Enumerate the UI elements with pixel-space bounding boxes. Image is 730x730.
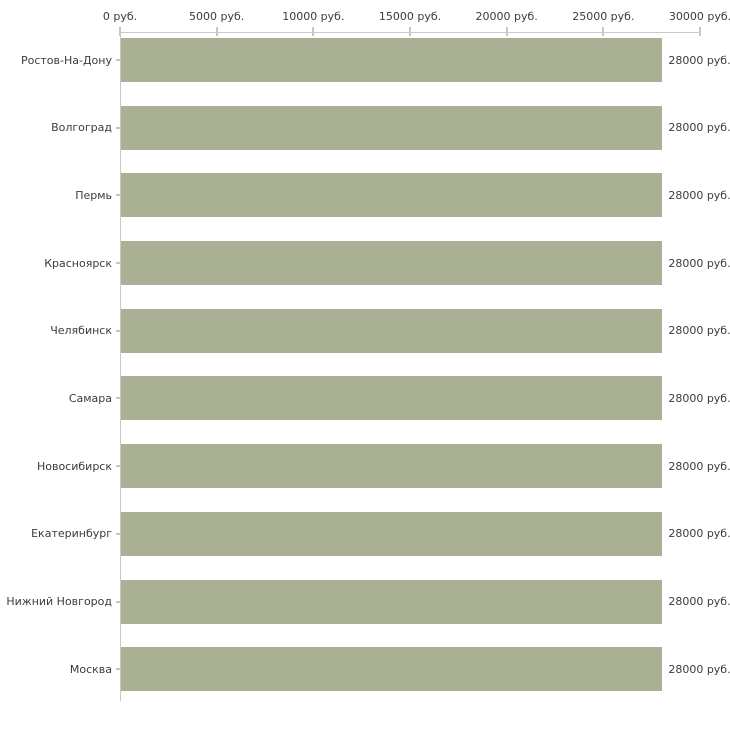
category-label: Челябинск [50, 324, 112, 338]
x-axis-tick-mark [119, 27, 121, 36]
x-axis-tick-label: 10000 руб. [282, 10, 345, 23]
bar-value-label: 28000 руб. [668, 324, 730, 338]
y-axis-line [120, 32, 121, 701]
bar-value-label: 28000 руб. [668, 53, 730, 67]
bar-value-label: 28000 руб. [668, 662, 730, 676]
bar-value-label: 28000 руб. [668, 527, 730, 541]
bar [121, 376, 663, 421]
x-axis-tick-mark [602, 27, 605, 36]
chart-row: Волгоград 28000 руб. [51, 100, 730, 168]
bar-value-label: 28000 руб. [668, 188, 730, 202]
category-label: Самара [68, 391, 112, 405]
bar [121, 647, 663, 692]
category-label: Красноярск [44, 256, 112, 270]
category-tick-mark [116, 262, 121, 265]
category-label: Нижний Новгород [6, 595, 112, 608]
category-tick-mark [116, 668, 121, 671]
chart-row: Ростов-На-Дону 28000 руб. [21, 32, 730, 100]
bar [121, 511, 663, 556]
chart-row: Нижний Новгород 28000 руб. [6, 574, 730, 642]
x-axis-tick-label: 25000 руб. [572, 10, 635, 23]
bar-value-label: 28000 руб. [668, 256, 730, 270]
x-axis-tick-mark [409, 27, 411, 36]
x-axis-tick-label: 15000 руб. [378, 10, 442, 23]
category-tick-mark [116, 59, 121, 61]
bar-value-label: 28000 руб. [668, 121, 730, 135]
category-label: Екатеринбург [31, 527, 112, 541]
category-tick-mark [116, 126, 121, 129]
bar [121, 241, 663, 286]
bar [121, 444, 663, 489]
category-tick-mark [116, 532, 121, 535]
category-label: Новосибирск [36, 459, 112, 473]
chart-row: Самара 28000 руб. [69, 370, 730, 438]
x-axis-tick-label: 5000 руб. [189, 10, 245, 23]
bar [121, 38, 663, 82]
plot-area: Ростов-На-Дону 28000 руб. Волгоград 2800… [6, 32, 730, 709]
x-axis-tick-mark [215, 27, 218, 36]
category-tick-mark [116, 329, 121, 332]
category-label: Ростов-На-Дону [20, 53, 112, 67]
bar [121, 579, 663, 624]
x-axis-tick-label: 0 руб. [102, 10, 138, 23]
chart-row: Екатеринбург 28000 руб. [31, 506, 730, 574]
chart-row: Москва 28000 руб. [70, 641, 730, 709]
chart-row: Челябинск 28000 руб. [50, 303, 730, 371]
chart-row: Красноярск 28000 руб. [44, 235, 730, 303]
bar-value-label: 28000 руб. [668, 459, 730, 473]
category-tick-mark [116, 465, 121, 468]
category-tick-mark [116, 194, 121, 197]
category-label: Москва [69, 662, 112, 676]
category-tick-mark [116, 600, 121, 603]
bar [121, 308, 663, 353]
chart-row: Новосибирск 28000 руб. [37, 438, 730, 506]
x-axis: 0 руб. 5000 руб. 10000 руб. 15000 руб. 2… [103, 0, 730, 40]
bar-value-label: 28000 руб. [668, 595, 730, 608]
x-axis-tick-mark [699, 27, 701, 36]
x-axis-tick-mark [505, 27, 508, 36]
bar-value-label: 28000 руб. [668, 391, 730, 405]
x-axis-tick-label: 20000 руб. [475, 10, 538, 23]
category-label: Пермь [75, 188, 112, 202]
x-axis-tick-mark [312, 27, 315, 36]
bar [121, 105, 663, 150]
x-axis-tick-label: 30000 руб. [668, 10, 730, 23]
bar [121, 173, 663, 218]
category-tick-mark [116, 397, 121, 400]
x-axis-line [120, 32, 700, 33]
chart-row: Пермь 28000 руб. [75, 167, 730, 235]
category-label: Волгоград [51, 121, 112, 135]
